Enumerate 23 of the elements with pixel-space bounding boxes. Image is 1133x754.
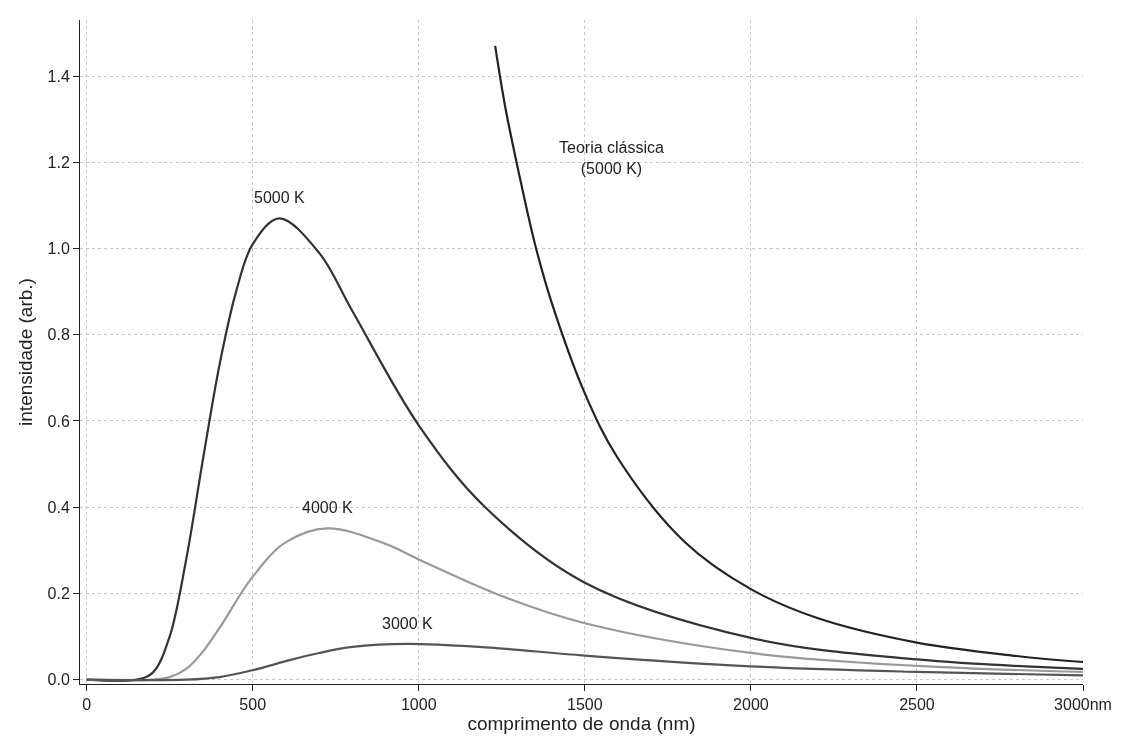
y-tick-label: 0.0 — [47, 671, 70, 689]
y-tick-label: 1.2 — [47, 153, 70, 171]
y-tick-label: 0.4 — [47, 498, 70, 516]
line-series — [494, 44, 1083, 664]
x-axis-title: comprimento de onda (nm) — [467, 713, 696, 735]
y-tick-label: 1.0 — [47, 240, 70, 258]
annotation: 5000 K — [254, 189, 306, 206]
x-tick-label: 1000 — [400, 696, 437, 714]
annotation: Teoria clássica (5000 K) — [559, 139, 665, 177]
x-tick-label: 3000nm — [1054, 696, 1112, 714]
y-tick-label: 0.6 — [47, 412, 70, 430]
y-axis-title: intensidade (arb.) — [15, 278, 36, 426]
x-tick-label: 1500 — [567, 696, 603, 714]
x-tick-label: 2500 — [899, 696, 935, 714]
y-tick-label: 1.4 — [47, 67, 70, 85]
x-tick-label: 500 — [239, 696, 267, 714]
y-tick-label: 0.8 — [47, 326, 70, 344]
annotation: 3000 K — [382, 615, 434, 632]
line-series — [85, 642, 1083, 682]
x-tick-label: 0 — [82, 696, 92, 714]
y-tick-label: 0.2 — [47, 585, 70, 603]
x-tick-label: 2000 — [733, 696, 769, 714]
annotation: 4000 K — [302, 499, 354, 516]
